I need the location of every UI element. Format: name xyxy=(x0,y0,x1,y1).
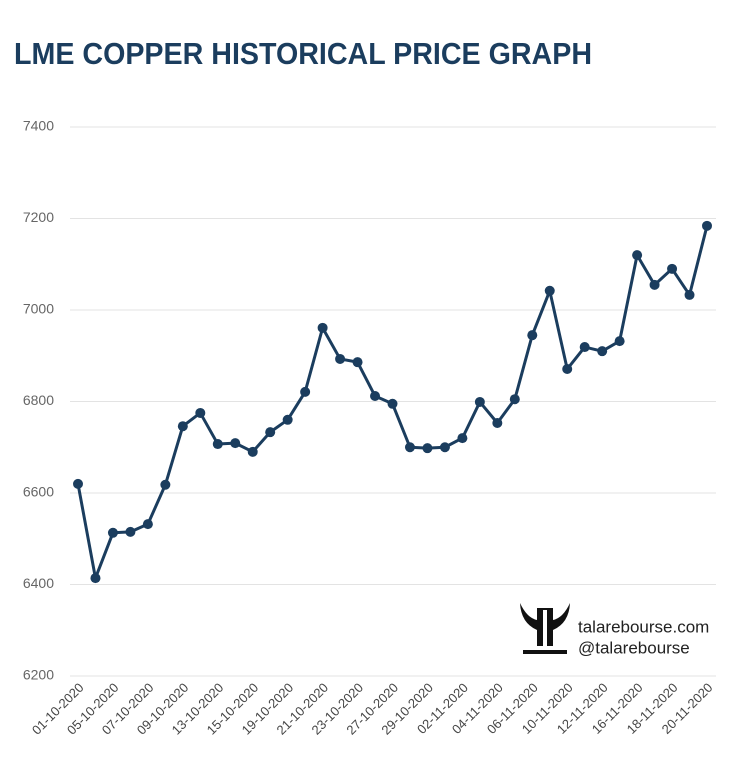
watermark-logo xyxy=(520,603,570,654)
data-point xyxy=(684,289,695,300)
y-tick-label: 7400 xyxy=(23,118,54,134)
data-point xyxy=(212,439,223,450)
data-point xyxy=(527,330,538,341)
data-point xyxy=(597,346,608,357)
data-point xyxy=(73,478,83,489)
data-point xyxy=(125,526,136,537)
data-point xyxy=(247,446,258,457)
data-point xyxy=(300,386,311,397)
y-tick-label: 6800 xyxy=(23,392,54,408)
data-point xyxy=(177,421,188,432)
data-point xyxy=(142,519,153,530)
data-point xyxy=(457,433,468,444)
data-point xyxy=(404,442,415,453)
data-point xyxy=(509,394,520,405)
y-tick-label: 7200 xyxy=(23,209,54,225)
data-point xyxy=(160,479,171,490)
data-point xyxy=(702,220,712,231)
data-point xyxy=(667,263,678,274)
data-point xyxy=(195,407,206,418)
data-point xyxy=(562,364,573,375)
data-point xyxy=(335,353,346,364)
data-point xyxy=(352,357,363,368)
data-point xyxy=(544,285,555,296)
data-point xyxy=(282,414,293,425)
data-point xyxy=(649,279,660,290)
data-point xyxy=(370,391,381,402)
watermark-handle: @talarebourse xyxy=(578,638,690,657)
chart-title: LME COPPER HISTORICAL PRICE GRAPH xyxy=(14,36,592,71)
data-point xyxy=(492,418,503,429)
data-point xyxy=(230,438,241,449)
data-point xyxy=(439,442,450,453)
data-point xyxy=(265,427,276,438)
data-point xyxy=(107,527,118,538)
data-point xyxy=(387,398,398,409)
y-tick-label: 7000 xyxy=(23,301,54,317)
watermark-url: talarebourse.com xyxy=(578,617,709,636)
data-point xyxy=(614,336,625,347)
data-point xyxy=(422,443,433,454)
data-point xyxy=(90,573,101,584)
data-point xyxy=(632,250,643,261)
grid xyxy=(70,126,716,677)
y-tick-label: 6600 xyxy=(23,484,54,500)
y-tick-label: 6200 xyxy=(23,667,54,683)
data-point xyxy=(317,322,328,333)
data-point xyxy=(474,396,485,407)
data-point xyxy=(579,342,590,353)
y-tick-label: 6400 xyxy=(23,575,54,591)
